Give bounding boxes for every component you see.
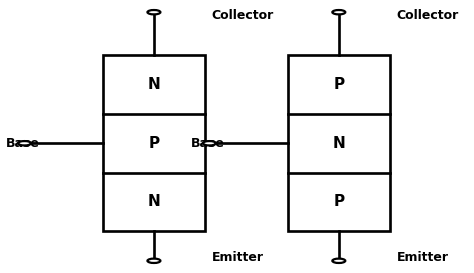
Ellipse shape: [203, 141, 216, 146]
Text: Base: Base: [6, 137, 40, 150]
Ellipse shape: [147, 259, 160, 263]
Text: N: N: [147, 77, 160, 92]
Text: N: N: [332, 136, 345, 151]
Text: Emitter: Emitter: [397, 251, 448, 263]
Text: Collector: Collector: [397, 10, 459, 22]
Ellipse shape: [332, 10, 345, 14]
Text: Collector: Collector: [212, 10, 274, 22]
Bar: [288, 55, 390, 231]
Bar: [103, 55, 205, 231]
Ellipse shape: [18, 141, 31, 146]
Text: P: P: [333, 77, 345, 92]
Text: Emitter: Emitter: [212, 251, 264, 263]
Ellipse shape: [147, 10, 160, 14]
Text: P: P: [148, 136, 159, 151]
Text: N: N: [147, 194, 160, 209]
Text: Base: Base: [191, 137, 225, 150]
Text: P: P: [333, 194, 345, 209]
Ellipse shape: [332, 259, 345, 263]
